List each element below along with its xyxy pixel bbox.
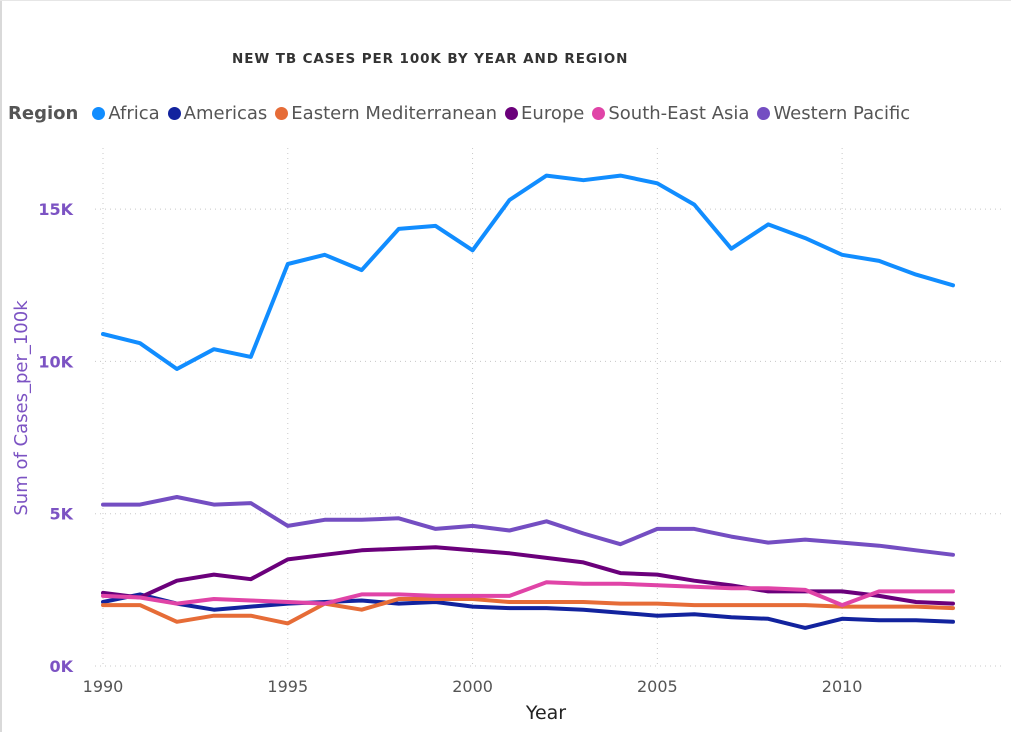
legend-marker <box>275 106 289 120</box>
y-tick-label: 0K <box>49 657 73 676</box>
legend-item-western-pacific[interactable]: Western Pacific <box>757 103 910 124</box>
y-tick-label: 15K <box>38 200 73 219</box>
legend-item-eastern-mediterranean[interactable]: Eastern Mediterranean <box>275 103 497 124</box>
gridlines <box>95 148 1003 667</box>
series-line-europe[interactable] <box>101 545 955 606</box>
legend-label: South-East Asia <box>608 102 750 124</box>
legend-label: Africa <box>108 102 160 124</box>
series-line-africa[interactable] <box>101 173 955 371</box>
legend-item-south-east-asia[interactable]: South-East Asia <box>592 103 749 124</box>
legend-marker <box>505 106 519 120</box>
legend-marker <box>592 106 606 120</box>
legend-marker <box>92 106 106 120</box>
y-axis-title: Sum of Cases_per_100k <box>11 300 32 516</box>
legend-label: Western Pacific <box>773 102 911 124</box>
legend: Region Africa Americas Eastern Mediterrane… <box>8 100 918 126</box>
legend-marker <box>757 106 771 120</box>
visual-border-left <box>0 0 2 732</box>
series-line-south-east-asia[interactable] <box>101 580 955 608</box>
x-tick-label: 1990 <box>83 677 124 696</box>
legend-label: Americas <box>183 102 268 124</box>
x-axis-ticks: 1990 1995 2000 2005 2010 <box>83 677 863 696</box>
legend-label: Europe <box>521 102 585 124</box>
x-tick-label: 2000 <box>452 677 493 696</box>
x-axis-title: Year <box>525 702 566 724</box>
x-tick-label: 2005 <box>637 677 678 696</box>
y-tick-label: 5K <box>49 505 73 524</box>
legend-item-europe[interactable]: Europe <box>505 103 584 124</box>
series-line-western-pacific[interactable] <box>101 495 955 557</box>
series-lines <box>101 173 955 630</box>
chart-title: NEW TB CASES PER 100K BY YEAR AND REGION <box>232 51 629 67</box>
series-line-eastern-mediterranean[interactable] <box>101 597 955 626</box>
y-tick-label: 10K <box>38 352 73 371</box>
legend-item-africa[interactable]: Africa <box>92 102 160 124</box>
visual-border-top <box>0 0 1011 1</box>
legend-marker <box>167 106 181 120</box>
y-axis-ticks: 0K 5K 10K 15K <box>38 200 73 676</box>
legend-label: Eastern Mediterranean <box>291 102 498 124</box>
series-line-americas[interactable] <box>101 592 955 630</box>
x-tick-label: 2010 <box>822 677 863 696</box>
x-tick-label: 1995 <box>267 677 308 696</box>
legend-title: Region <box>8 102 79 124</box>
legend-item-americas[interactable]: Americas <box>167 102 268 124</box>
